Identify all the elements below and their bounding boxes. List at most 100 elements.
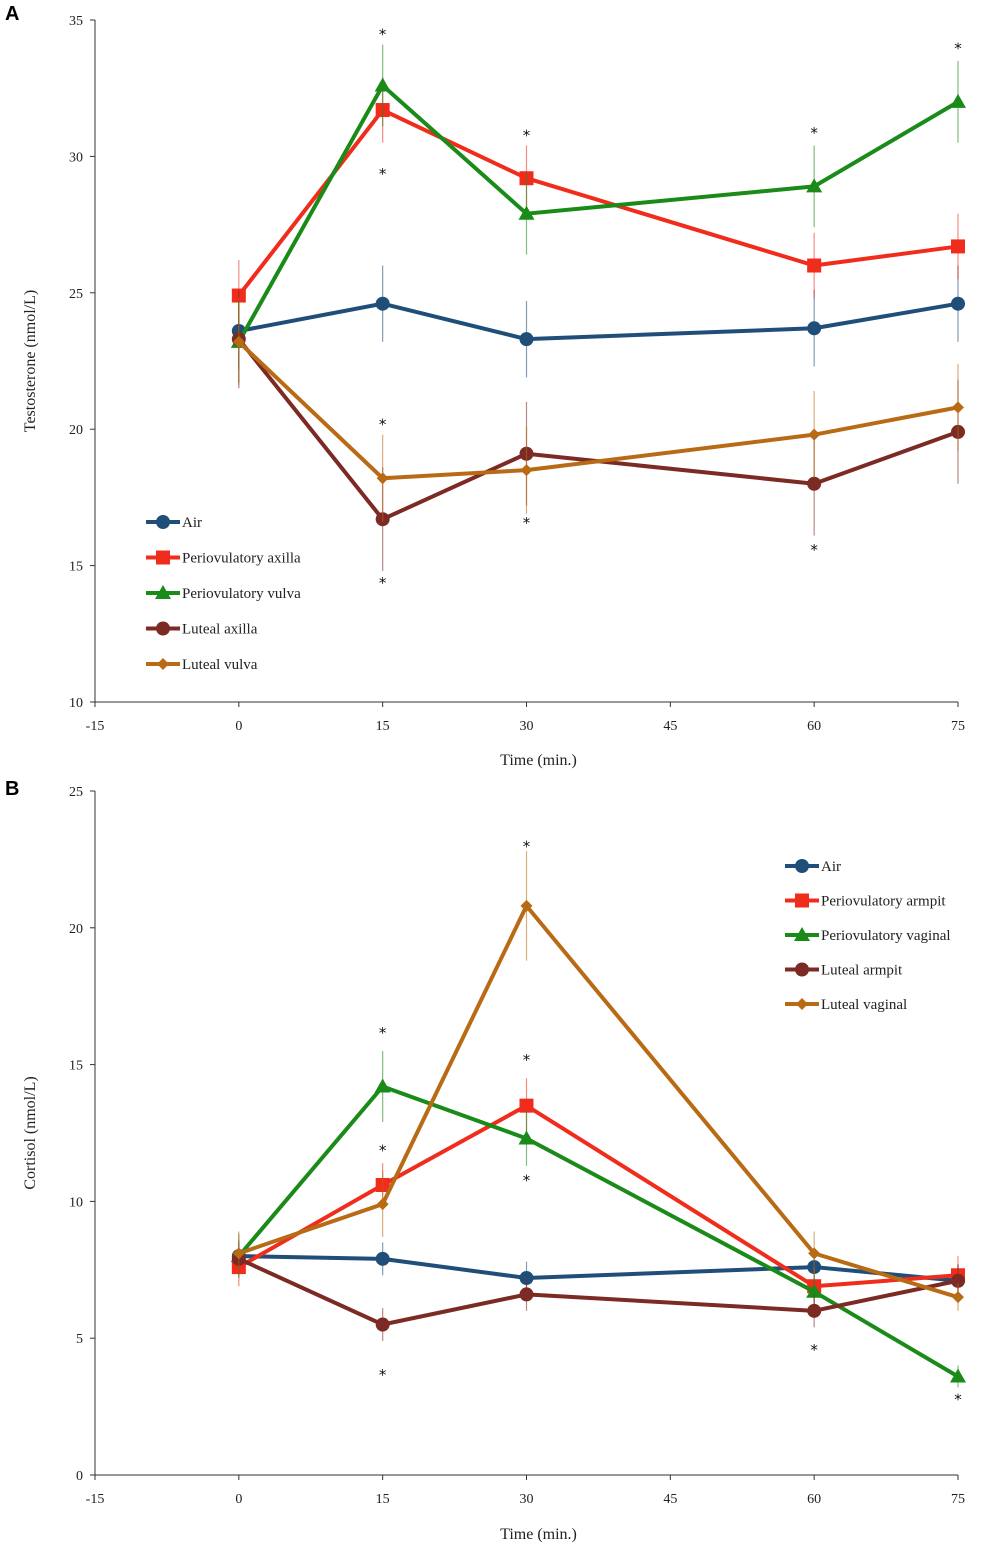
data-point bbox=[519, 1098, 534, 1113]
x-tick-label: 30 bbox=[520, 1492, 534, 1507]
legend-label: Luteal vaginal bbox=[821, 997, 907, 1013]
data-point bbox=[375, 1251, 390, 1266]
legend-item: Periovulatory vaginal bbox=[785, 927, 951, 944]
legend-label: Periovulatory vulva bbox=[182, 586, 301, 602]
y-axis-title: Cortisol (nmol/L) bbox=[22, 1076, 39, 1189]
legend-swatch-marker bbox=[796, 998, 808, 1010]
data-point bbox=[807, 321, 822, 336]
y-axis-title: Testosterone (nmol/L) bbox=[22, 290, 39, 432]
series-air bbox=[231, 1239, 965, 1298]
data-point bbox=[807, 258, 822, 273]
x-tick-label: -15 bbox=[86, 719, 105, 734]
legend: Air Periovulatory axilla Periovulatory vul… bbox=[146, 515, 301, 673]
significance-star: * bbox=[810, 1341, 818, 1359]
legend-label: Periovulatory armpit bbox=[821, 894, 946, 910]
data-point bbox=[951, 296, 965, 311]
data-point bbox=[232, 335, 245, 348]
data-point bbox=[950, 1368, 966, 1383]
significance-star: * bbox=[810, 124, 818, 142]
series-luteal-vaginal bbox=[232, 851, 964, 1311]
data-point bbox=[519, 332, 534, 347]
legend-swatch-marker bbox=[155, 585, 171, 599]
data-point bbox=[518, 1130, 535, 1145]
significance-star: * bbox=[379, 1141, 387, 1159]
y-tick-label: 25 bbox=[69, 785, 83, 800]
x-tick-label: 30 bbox=[520, 719, 534, 734]
x-axis-title: Time (min.) bbox=[500, 752, 577, 769]
series-periovulatory-vulva bbox=[230, 44, 966, 383]
y-tick-label: 15 bbox=[69, 560, 83, 575]
significance-star: * bbox=[379, 1024, 387, 1042]
legend-swatch-marker bbox=[157, 658, 169, 670]
y-tick-label: 35 bbox=[69, 14, 83, 29]
legend-item: Periovulatory axilla bbox=[146, 550, 301, 567]
significance-star: * bbox=[379, 416, 387, 434]
data-point bbox=[376, 1198, 389, 1211]
data-point bbox=[951, 239, 965, 254]
series-air bbox=[231, 265, 965, 378]
legend-item: Air bbox=[785, 859, 841, 875]
legend-label: Luteal vulva bbox=[182, 657, 258, 673]
y-tick-label: 10 bbox=[69, 1195, 83, 1210]
y-tick-label: 20 bbox=[69, 922, 83, 937]
x-tick-label: 45 bbox=[663, 1492, 677, 1507]
panel-letter: A bbox=[5, 3, 19, 25]
legend-label: Periovulatory vaginal bbox=[821, 928, 951, 944]
legend-label: Luteal axilla bbox=[182, 622, 258, 638]
y-tick-label: 30 bbox=[69, 150, 83, 165]
y-tick-label: 20 bbox=[69, 423, 83, 438]
significance-star: * bbox=[379, 165, 387, 183]
x-tick-label: -15 bbox=[86, 1492, 105, 1507]
y-tick-label: 10 bbox=[69, 696, 83, 711]
legend-item: Periovulatory armpit bbox=[785, 893, 946, 910]
y-tick-label: 5 bbox=[76, 1332, 83, 1347]
significance-star: * bbox=[379, 26, 387, 44]
legend-swatch-marker bbox=[794, 927, 810, 941]
legend-swatch-marker bbox=[795, 893, 809, 908]
legend-label: Air bbox=[821, 859, 841, 875]
legend-item: Luteal vaginal bbox=[785, 997, 907, 1013]
data-point bbox=[520, 464, 533, 477]
data-point bbox=[806, 178, 823, 193]
legend-label: Luteal armpit bbox=[821, 963, 903, 979]
x-axis-title: Time (min.) bbox=[500, 1526, 577, 1543]
data-point bbox=[232, 1247, 245, 1260]
legend: Air Periovulatory armpit Periovulatory vag… bbox=[785, 859, 951, 1013]
x-tick-label: 0 bbox=[235, 719, 242, 734]
data-point bbox=[376, 472, 389, 485]
data-point bbox=[951, 1273, 965, 1288]
significance-star: * bbox=[810, 541, 818, 559]
panel-letter: B bbox=[5, 778, 19, 800]
data-point bbox=[808, 428, 821, 441]
y-tick-label: 0 bbox=[76, 1469, 83, 1484]
data-point bbox=[807, 476, 822, 491]
data-point bbox=[519, 1287, 534, 1302]
significance-star: * bbox=[523, 514, 531, 532]
data-point bbox=[374, 77, 391, 92]
series-periovulatory-axilla bbox=[231, 77, 965, 331]
panel-a: A 10 15 20 25 30 35 -15 0 15 30 45 60 75 Time (min.) T… bbox=[5, 3, 966, 769]
legend-swatch-marker bbox=[795, 859, 809, 873]
data-point bbox=[952, 1291, 964, 1304]
data-point bbox=[374, 1078, 391, 1093]
y-tick-label: 25 bbox=[69, 287, 83, 302]
series-line bbox=[237, 340, 959, 481]
x-tick-label: 45 bbox=[663, 719, 677, 734]
legend-item: Periovulatory vulva bbox=[146, 585, 301, 602]
data-point bbox=[952, 401, 964, 414]
legend-swatch-marker bbox=[156, 550, 170, 565]
legend-swatch-marker bbox=[795, 962, 809, 977]
data-point bbox=[518, 205, 535, 220]
significance-star: * bbox=[379, 574, 387, 592]
significance-star: * bbox=[523, 127, 531, 145]
significance-star: * bbox=[379, 1366, 387, 1384]
series-luteal-axilla bbox=[231, 290, 965, 572]
x-tick-label: 15 bbox=[376, 1492, 390, 1507]
series-line bbox=[237, 1084, 960, 1379]
legend-label: Periovulatory axilla bbox=[182, 551, 301, 567]
data-point bbox=[806, 1283, 823, 1298]
series-line bbox=[237, 108, 959, 297]
x-tick-label: 60 bbox=[807, 1492, 821, 1507]
